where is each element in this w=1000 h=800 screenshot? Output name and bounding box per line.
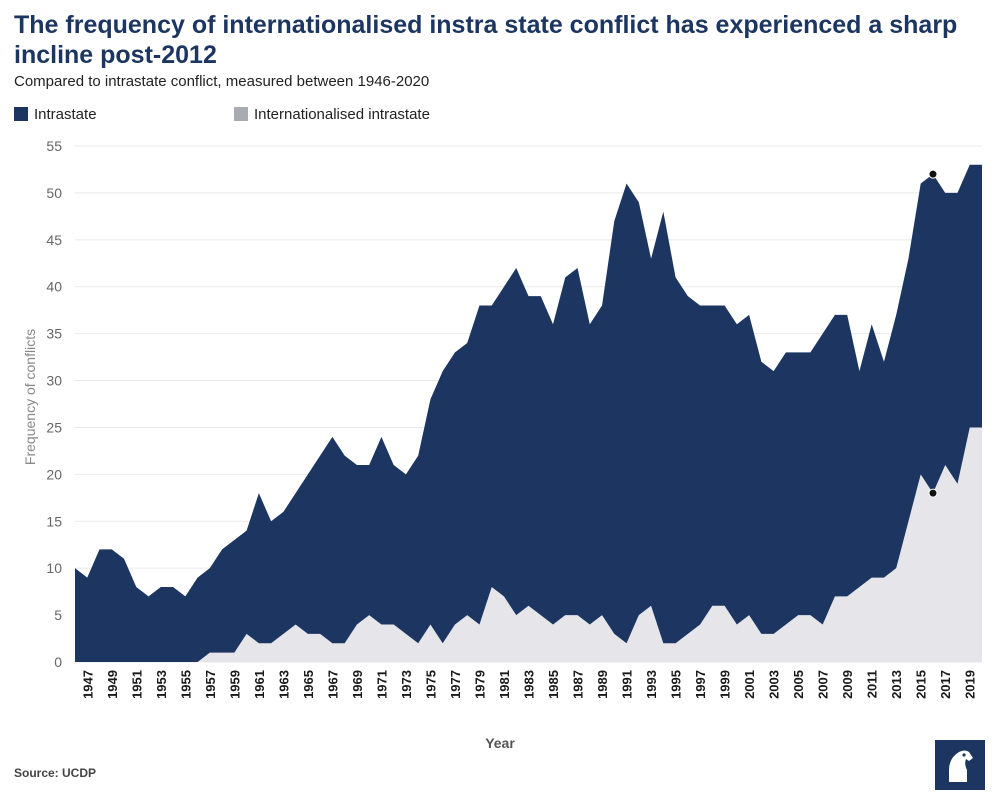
series-areas bbox=[75, 164, 982, 662]
x-tick-label: 1957 bbox=[203, 670, 218, 699]
x-tick-label: 1997 bbox=[693, 670, 708, 699]
y-tick-label: 0 bbox=[54, 654, 62, 670]
x-tick-label: 1981 bbox=[497, 670, 512, 699]
x-tick-label: 1991 bbox=[620, 670, 635, 699]
y-axis-label: Frequency of conflicts bbox=[22, 329, 38, 465]
x-tick-label: 1989 bbox=[595, 670, 610, 699]
y-axis: 0 5 10 15 20 25 30 35 40 45 50 55 bbox=[46, 138, 62, 670]
x-tick-label: 2011 bbox=[865, 670, 880, 698]
chart-subtitle: Compared to intrastate conflict, measure… bbox=[14, 73, 430, 90]
x-tick-label: 1953 bbox=[154, 670, 169, 699]
legend-item-intrastate: Intrastate bbox=[14, 104, 97, 124]
internationalised-area bbox=[75, 427, 982, 662]
y-tick-label: 30 bbox=[46, 373, 62, 389]
y-tick-label: 5 bbox=[54, 607, 62, 623]
y-tick-label: 55 bbox=[46, 138, 62, 154]
y-tick-label: 35 bbox=[46, 326, 62, 342]
x-tick-label: 2003 bbox=[767, 670, 782, 699]
legend-swatch-intrastate bbox=[14, 107, 28, 121]
y-tick-label: 20 bbox=[46, 466, 62, 482]
x-tick-label: 1995 bbox=[669, 670, 684, 699]
x-tick-label: 2015 bbox=[914, 670, 929, 699]
x-tick-label: 2017 bbox=[938, 670, 953, 699]
chart-title: The frequency of internationalised instr… bbox=[14, 11, 958, 69]
x-tick-label: 1977 bbox=[448, 670, 463, 699]
y-tick-label: 50 bbox=[46, 185, 62, 201]
intrastate-area bbox=[75, 164, 982, 662]
legend-label-internationalised: Internationalised intrastate bbox=[254, 105, 430, 123]
x-tick-label: 2001 bbox=[742, 670, 757, 699]
x-tick-label: 1961 bbox=[252, 670, 267, 699]
x-tick-label: 1983 bbox=[522, 670, 537, 699]
x-tick-label: 1965 bbox=[301, 670, 316, 699]
legend-swatch-internationalised bbox=[234, 107, 248, 121]
x-tick-label: 2005 bbox=[791, 670, 806, 699]
x-tick-label: 1949 bbox=[105, 670, 120, 699]
horse-logo-icon bbox=[949, 750, 973, 782]
highlight-points bbox=[928, 169, 938, 498]
x-tick-label: 1969 bbox=[350, 670, 365, 699]
source-note: Source: UCDP bbox=[14, 766, 97, 780]
y-tick-label: 15 bbox=[46, 513, 62, 529]
y-tick-label: 40 bbox=[46, 279, 62, 295]
x-tick-label: 1993 bbox=[644, 670, 659, 699]
x-tick-label: 1973 bbox=[399, 670, 414, 699]
x-tick-label: 1999 bbox=[718, 670, 733, 699]
x-tick-label: 1959 bbox=[227, 670, 242, 699]
y-tick-label: 25 bbox=[46, 419, 62, 435]
x-tick-label: 1963 bbox=[276, 670, 291, 699]
x-tick-label: 1987 bbox=[571, 670, 586, 699]
highlight-point bbox=[928, 488, 938, 498]
legend-item-internationalised: Internationalised intrastate bbox=[234, 104, 430, 124]
x-tick-label: 1967 bbox=[325, 670, 340, 699]
x-tick-label: 1947 bbox=[80, 670, 95, 699]
y-tick-label: 45 bbox=[46, 232, 62, 248]
x-tick-label: 1979 bbox=[472, 670, 487, 699]
x-tick-label: 2019 bbox=[963, 670, 978, 699]
x-tick-label: 1985 bbox=[546, 670, 561, 699]
x-tick-label: 1955 bbox=[178, 670, 193, 699]
x-tick-label: 2009 bbox=[840, 670, 855, 699]
x-tick-label: 1971 bbox=[374, 670, 389, 699]
x-axis-label: Year bbox=[485, 735, 515, 751]
legend-label-intrastate: Intrastate bbox=[34, 105, 97, 123]
y-tick-label: 10 bbox=[46, 560, 62, 576]
x-tick-label: 1951 bbox=[129, 670, 144, 699]
highlight-point bbox=[928, 169, 938, 179]
x-tick-label: 2013 bbox=[889, 670, 904, 699]
brand-logo bbox=[935, 740, 985, 790]
x-axis: 1947 1949 1951 1953 1955 1957 1959 1961 1963 1965… bbox=[80, 670, 977, 699]
x-tick-label: 2007 bbox=[816, 670, 831, 699]
x-tick-label: 1975 bbox=[423, 670, 438, 699]
